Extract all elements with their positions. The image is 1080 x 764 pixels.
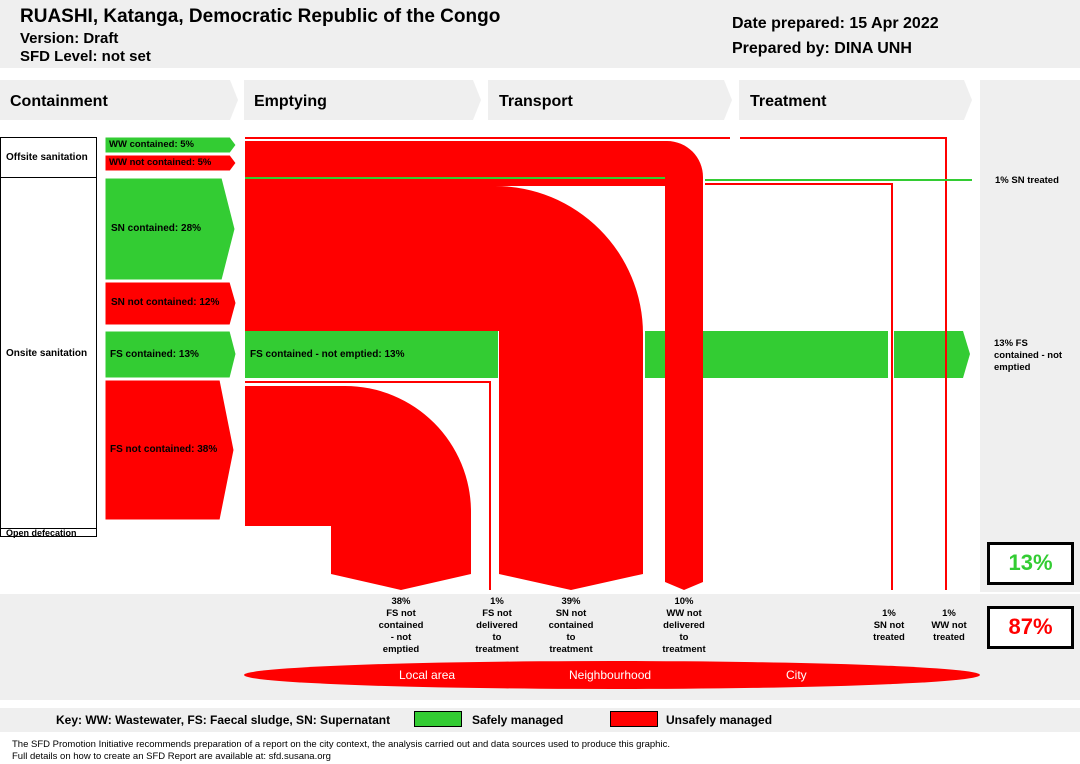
sn-contained-label: SN contained: 28% — [111, 223, 202, 234]
scale-local-area: Local area — [399, 668, 456, 682]
sfd-level-label: SFD Level: not set — [20, 48, 151, 65]
footer-line-2: Full details on how to create an SFD Rep… — [12, 751, 331, 762]
fs-not-emptied-arrowhead — [894, 331, 970, 378]
fs-contained-arrow — [104, 330, 237, 379]
sn-not-contained-arrow — [104, 281, 237, 326]
sn-not-contained-label: SN not contained: 12% — [111, 297, 220, 308]
unsafe-swatch — [610, 711, 658, 727]
fs-not-emptied-band-segment — [645, 331, 665, 378]
sn-not-treated-line — [705, 183, 893, 590]
stage-transport: Transport — [499, 93, 573, 110]
fs-contained-label: FS contained: 13% — [110, 349, 199, 360]
sn-contained-arrow — [104, 177, 236, 281]
ww-not-delivered-flow — [245, 141, 703, 590]
offsite-sanitation-box: Offsite sanitation — [0, 137, 97, 178]
outcome-sn-not-treated: 1% SN not treated — [873, 608, 905, 643]
offsite-sanitation-label: Offsite sanitation — [6, 152, 88, 163]
key-bar — [0, 708, 1080, 732]
fs-not-emptied-band-segment — [703, 331, 888, 378]
footer-line-1: The SFD Promotion Initiative recommends … — [12, 739, 670, 750]
header-band — [0, 0, 1080, 68]
stage-treatment: Treatment — [750, 93, 827, 110]
onsite-sanitation-label: Onsite sanitation — [6, 347, 88, 359]
fs-not-delivered-line — [245, 381, 491, 590]
ww-contained-label: WW contained: 5% — [109, 139, 194, 150]
ww-contained-arrow — [104, 136, 237, 154]
stage-chevron-emptying — [244, 80, 481, 120]
outcome-fs-not-delivered: 1% FS not delivered to treatment — [475, 596, 519, 655]
safe-key-label: Safely managed — [472, 713, 564, 727]
unsafe-percentage-box: 87% — [987, 606, 1074, 649]
sfd-diagram — [0, 80, 1080, 700]
fs-not-contained-flow — [245, 386, 471, 590]
stage-chevron-treatment — [739, 80, 972, 120]
fs-not-emptied-label: FS contained - not emptied: 13% — [250, 349, 405, 360]
sn-treated-label: 1% SN treated — [995, 175, 1059, 186]
fs-not-emptied-right-label: 13% FS contained - not emptied — [994, 338, 1063, 373]
stage-chevron-containment — [0, 80, 238, 120]
outcome-sn-not-contained: 39% SN not contained to treatment — [548, 596, 594, 655]
safe-percentage-box: 13% — [987, 542, 1074, 585]
page-title: RUASHI, Katanga, Democratic Republic of … — [20, 6, 501, 27]
fs-not-contained-label: FS not contained: 38% — [110, 444, 218, 455]
scale-neighbourhood: Neighbourhood — [569, 668, 652, 682]
stage-emptying: Emptying — [254, 93, 327, 110]
open-defecation-label: Open defecation — [6, 528, 77, 538]
outcome-ww-not-treated: 1% WW not treated — [931, 608, 967, 643]
onsite-sanitation-box: Onsite sanitation — [0, 177, 97, 529]
prepared-by: Prepared by: DINA UNH — [732, 40, 912, 57]
sn-not-contained-flow — [245, 186, 643, 590]
scale-city: City — [786, 668, 807, 682]
outcome-ww-not-delivered: 10% WW not delivered to treatment — [662, 596, 706, 655]
open-defecation-box: Open defecation — [0, 528, 97, 538]
outcome-fs-not-emptied: 38% FS not contained - not emptied — [378, 596, 424, 655]
safe-swatch — [414, 711, 462, 727]
fs-not-contained-arrow — [104, 379, 235, 521]
ww-not-contained-label: WW not contained: 5% — [109, 157, 212, 168]
date-prepared: Date prepared: 15 Apr 2022 — [732, 15, 939, 32]
unsafe-key-label: Unsafely managed — [666, 713, 773, 727]
fs-not-emptied-band — [245, 331, 498, 378]
stage-containment: Containment — [10, 93, 108, 110]
scale-ellipse — [244, 661, 980, 689]
right-outcome-column — [980, 80, 1080, 592]
stage-chevron-transport — [488, 80, 732, 120]
version-label: Version: Draft — [20, 30, 119, 47]
ww-not-treated-line — [740, 137, 947, 590]
key-text: Key: WW: Wastewater, FS: Faecal sludge, … — [56, 713, 391, 727]
ww-not-contained-arrow — [104, 154, 237, 172]
